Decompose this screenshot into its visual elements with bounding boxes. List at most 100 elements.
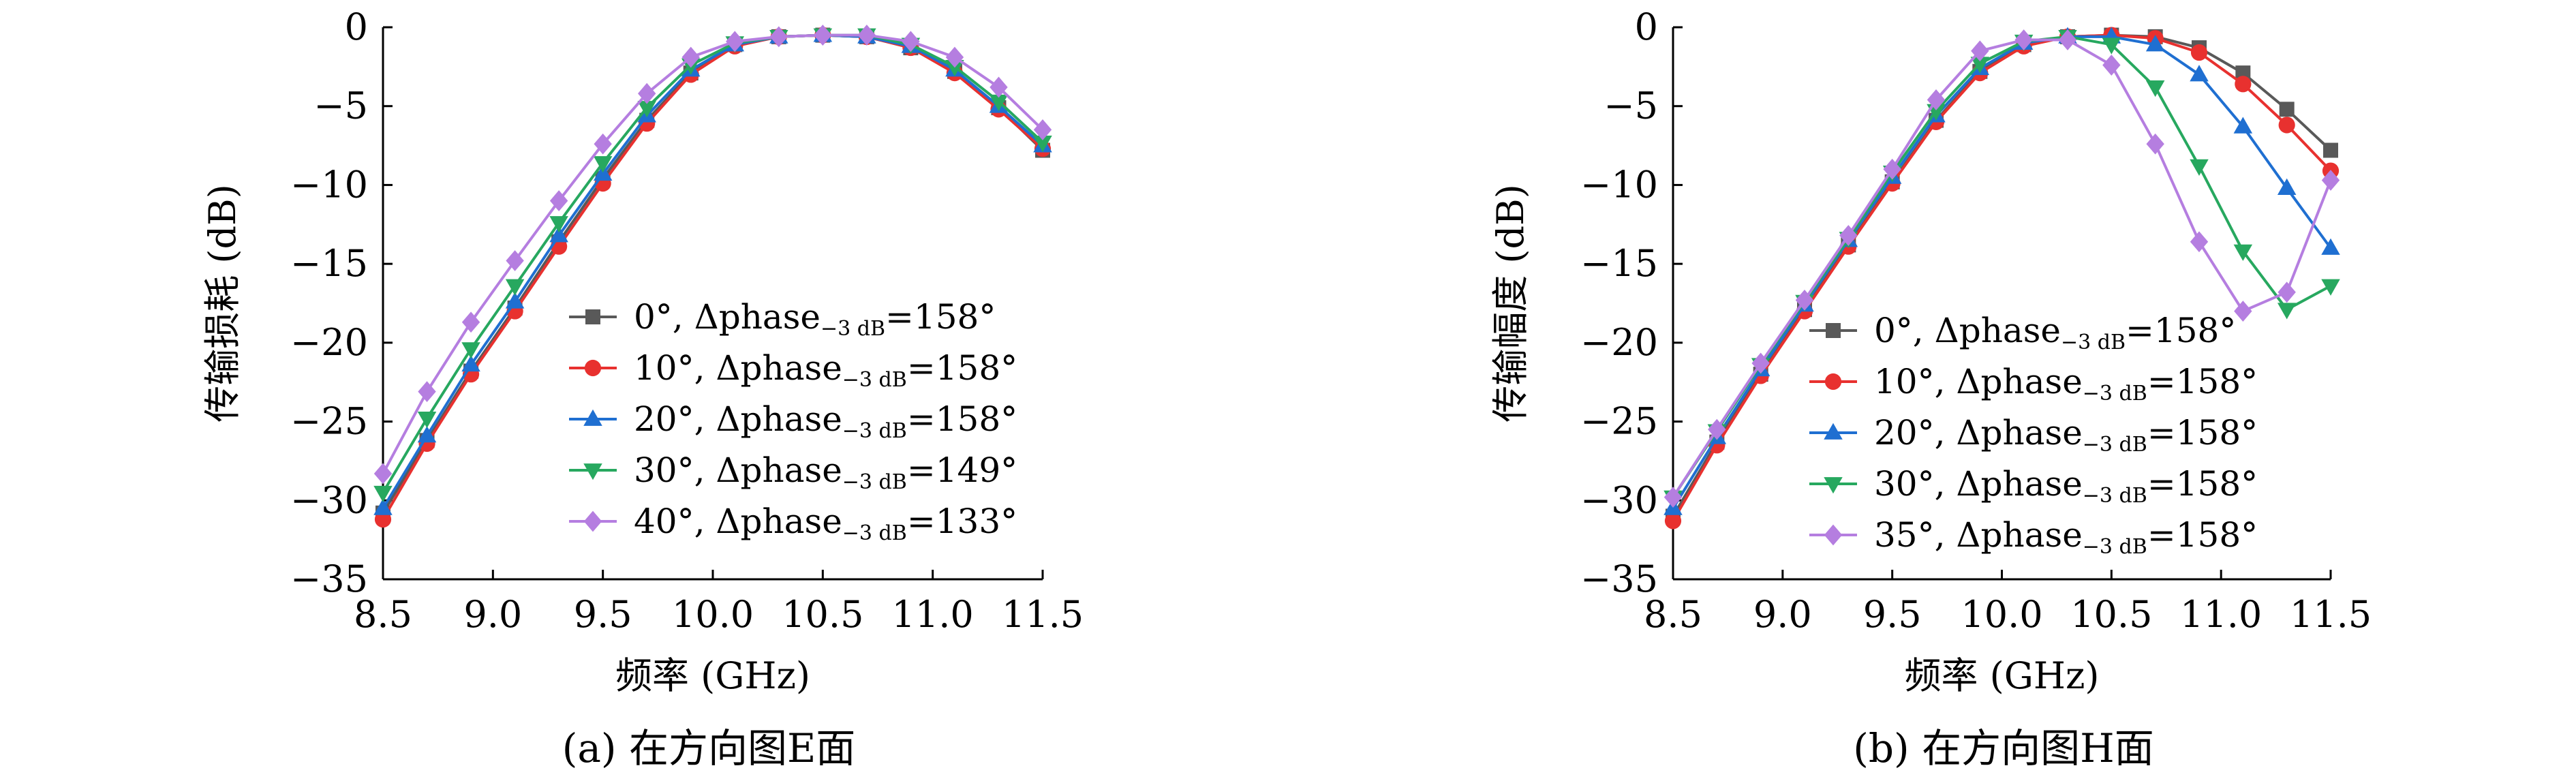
y-tick-label: 0: [345, 5, 368, 48]
data-point: [1033, 119, 1052, 140]
x-tick-label: 8.5: [354, 593, 412, 636]
series-5: [1663, 29, 2340, 508]
legend-marker: [1826, 323, 1841, 338]
series-line: [382, 33, 1044, 521]
legend-marker: [583, 409, 602, 426]
series-1: [375, 27, 1050, 521]
x-axis-title: 频率 (GHz): [615, 654, 810, 697]
data-point: [461, 342, 480, 359]
panel-caption: (b) 在方向图H面: [1853, 725, 2153, 771]
data-point: [989, 94, 1009, 112]
data-point: [2233, 244, 2253, 261]
data-point: [902, 31, 920, 52]
legend-marker: [1824, 477, 1843, 494]
data-point: [2321, 238, 2340, 255]
chart-panel-1: 0 −5 −10 −15 −20 −25 −30 −358.5 9.0 9.5 10.0 10.5 11…: [201, 5, 1084, 771]
legend-marker: [583, 510, 602, 532]
y-axis-title: 传输幅度 (dB): [1489, 184, 1532, 423]
legend-marker: [584, 359, 602, 377]
data-point: [594, 133, 612, 155]
x-tick-label: 11.5: [2290, 593, 2372, 636]
y-tick-label: −30: [1580, 478, 1658, 521]
data-point: [2277, 303, 2297, 320]
data-point: [1883, 158, 1901, 180]
data-point: [726, 31, 744, 52]
data-point: [373, 463, 393, 485]
y-tick-label: −35: [290, 557, 368, 600]
x-tick-label: 9.5: [574, 593, 632, 636]
data-point: [2323, 142, 2338, 158]
legend-marker: [1824, 373, 1842, 390]
data-point: [593, 156, 613, 173]
x-axis-title: 频率 (GHz): [1905, 654, 2100, 697]
data-point: [2321, 170, 2340, 191]
data-point: [417, 426, 437, 443]
data-point: [638, 82, 656, 104]
legend-entry: 10°, Δphase−3 dB=158°: [634, 348, 1017, 392]
legend: 0°, Δphase−3 dB=158° 10°, Δphase−3 dB=158…: [1809, 311, 2258, 559]
y-tick-label: −20: [290, 321, 368, 364]
legend-entry: 35°, Δphase−3 dB=158°: [1874, 515, 2258, 559]
data-point: [1970, 57, 1990, 74]
series-2: [1664, 27, 2340, 530]
data-point: [505, 279, 525, 296]
y-tick-label: −30: [290, 478, 368, 521]
y-tick-label: −10: [1580, 163, 1658, 206]
series-line: [1672, 35, 2332, 509]
legend-entry: 20°, Δphase−3 dB=158°: [634, 399, 1017, 443]
y-tick-label: −25: [290, 400, 368, 443]
data-point: [373, 485, 393, 503]
data-point: [1664, 512, 1682, 530]
series-line: [382, 33, 1044, 509]
x-tick-label: 9.0: [1753, 593, 1812, 636]
data-point: [2146, 133, 2164, 155]
data-point: [373, 498, 393, 515]
data-point: [1708, 418, 1726, 440]
data-point: [1927, 89, 1946, 110]
legend: 0°, Δphase−3 dB=158° 10°, Δphase−3 dB=158…: [569, 297, 1017, 545]
x-tick-label: 11.0: [2180, 593, 2262, 636]
x-tick-label: 9.5: [1863, 593, 1922, 636]
x-tick-label: 10.0: [672, 593, 754, 636]
data-point: [549, 226, 568, 243]
x-tick-label: 10.0: [1961, 593, 2042, 636]
data-point: [2235, 76, 2252, 93]
series-line: [382, 33, 1044, 474]
data-point: [2321, 279, 2340, 296]
chart-panel-2: 0 −5 −10 −15 −20 −25 −30 −358.5 9.0 9.5 10.0 10.5 11…: [1489, 5, 2372, 771]
data-point: [2279, 102, 2295, 117]
data-point: [549, 190, 568, 211]
data-point: [769, 26, 788, 48]
data-point: [1795, 289, 1814, 311]
y-tick-label: 0: [1635, 5, 1658, 48]
legend-entry: 20°, Δphase−3 dB=158°: [1874, 413, 2258, 457]
data-point: [2145, 80, 2165, 97]
data-point: [814, 25, 832, 46]
data-point: [2190, 159, 2209, 176]
x-tick-label: 11.0: [892, 593, 974, 636]
data-point: [945, 46, 964, 68]
data-point: [2058, 29, 2077, 50]
x-tick-label: 11.5: [1002, 593, 1084, 636]
y-tick-label: −5: [1604, 85, 1658, 127]
data-point: [418, 381, 436, 402]
data-point: [2014, 29, 2033, 50]
data-point: [2190, 44, 2208, 61]
y-tick-label: −25: [1580, 400, 1658, 443]
data-point: [461, 311, 480, 333]
legend-entry: 10°, Δphase−3 dB=158°: [1874, 362, 2258, 405]
data-point: [2233, 117, 2253, 134]
x-tick-label: 10.5: [782, 593, 863, 636]
data-point: [1663, 487, 1683, 508]
legend-entry: 40°, Δphase−3 dB=133°: [634, 502, 1017, 545]
data-point: [2190, 65, 2209, 82]
data-point: [506, 250, 524, 271]
series-5: [373, 25, 1052, 485]
data-point: [2102, 37, 2121, 55]
data-point: [2234, 301, 2252, 322]
y-tick-label: −20: [1580, 321, 1658, 364]
panel-caption: (a) 在方向图E面: [562, 725, 856, 771]
series-line: [1672, 33, 2332, 522]
x-tick-label: 10.5: [2070, 593, 2152, 636]
